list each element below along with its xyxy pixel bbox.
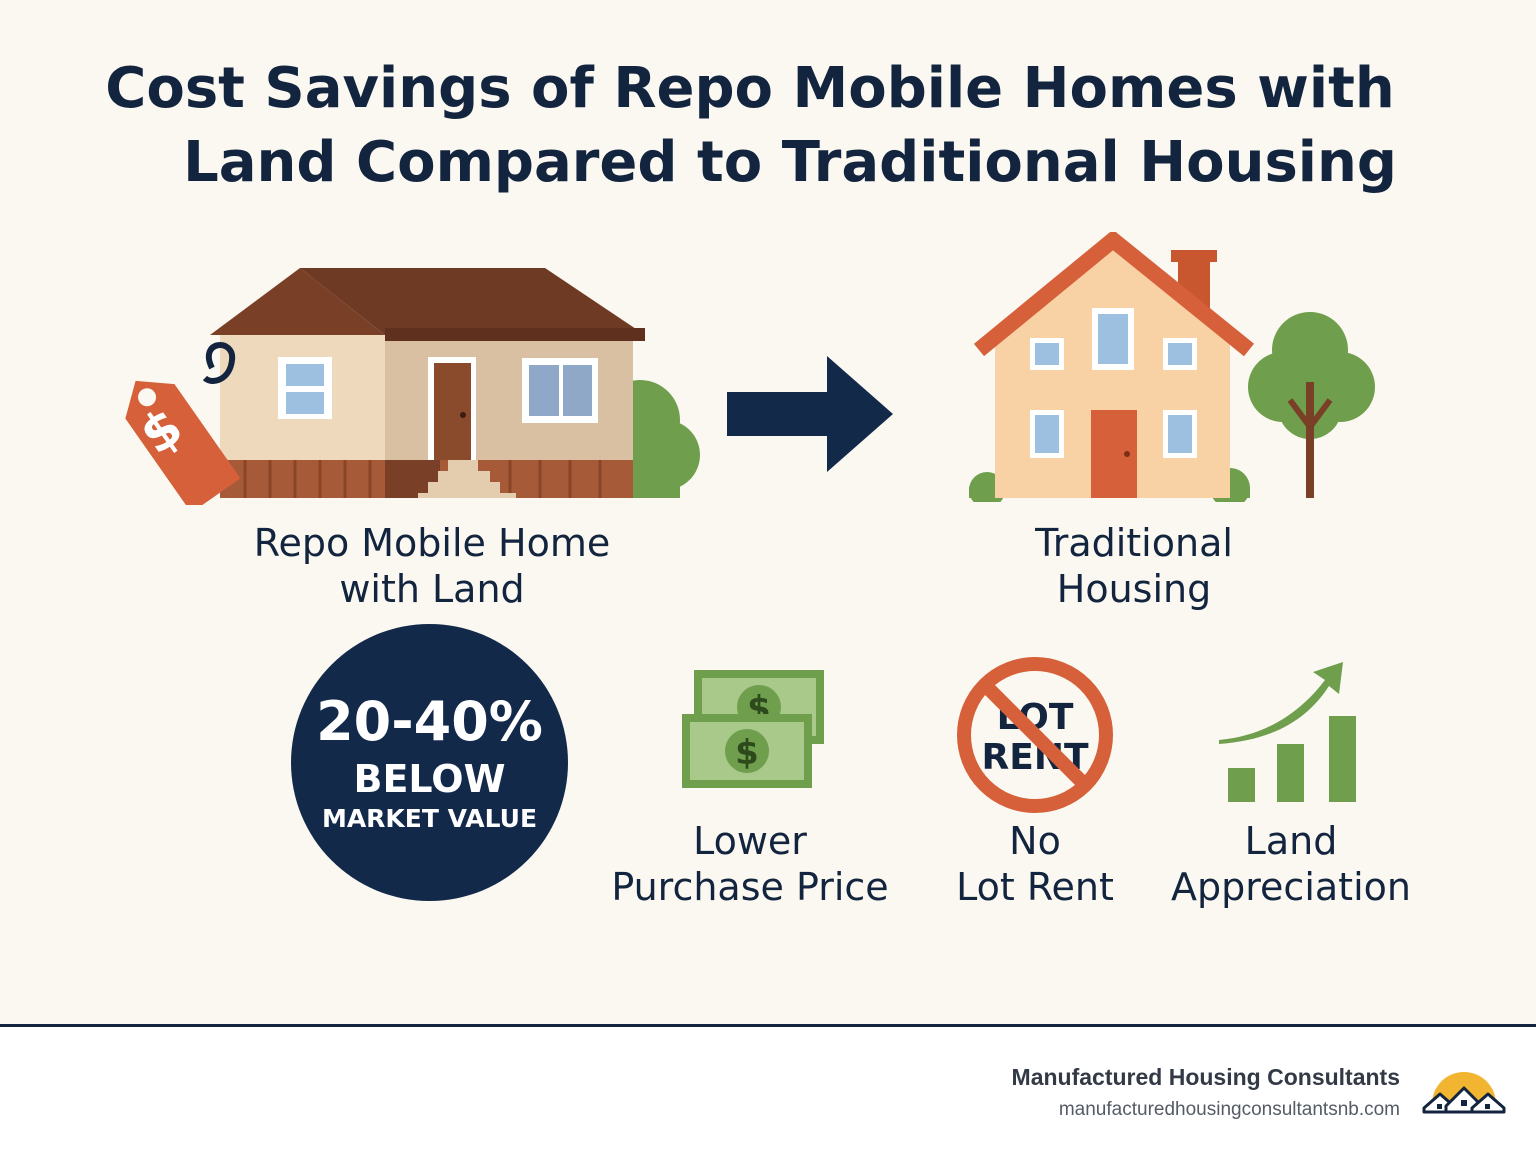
mobile-home-icon: $ (125, 268, 700, 505)
repo-home-label-line-2: with Land (339, 567, 525, 611)
footer (0, 1027, 1536, 1154)
benefit-label-line-1: No (1009, 819, 1061, 863)
traditional-housing-label-line-1: Traditional (1035, 521, 1233, 565)
arrow-right-icon (727, 356, 893, 472)
page-title: Cost Savings of Repo Mobile Homes with L… (0, 52, 1500, 200)
benefit-label-line-2: Purchase Price (611, 865, 889, 909)
savings-below: BELOW (353, 757, 506, 801)
company-name: Manufactured Housing Consultants (1011, 1064, 1400, 1090)
no-lot-rent-icon: LOT RENT (957, 657, 1113, 813)
repo-home-label: Repo Mobile Home with Land (232, 520, 632, 612)
company-website[interactable]: manufacturedhousingconsultantsnb.com (1058, 1099, 1400, 1120)
benefit-lower-purchase-price: Lower Purchase Price (595, 818, 905, 910)
repo-home-label-line-1: Repo Mobile Home (253, 521, 611, 565)
benefit-land-appreciation: Land Appreciation (1150, 818, 1432, 910)
cash-icon: $ $ (682, 670, 824, 788)
savings-badge: 20-40% BELOW MARKET VALUE (291, 624, 568, 901)
footer-divider (0, 1024, 1536, 1027)
traditional-housing-label-line-2: Housing (1056, 567, 1212, 611)
growth-chart-icon (1219, 662, 1356, 802)
benefit-label-line-1: Land (1244, 819, 1338, 863)
company-logo-icon (1422, 1072, 1506, 1114)
traditional-housing-label: Traditional Housing (984, 520, 1284, 612)
title-line-2: Land Compared to Traditional Housing (183, 130, 1397, 195)
title-line-1: Cost Savings of Repo Mobile Homes with (105, 56, 1395, 121)
benefit-no-lot-rent: No Lot Rent (935, 818, 1135, 910)
cash-front-bill-symbol: $ (735, 733, 759, 773)
benefit-label-line-2: Lot Rent (956, 865, 1114, 909)
benefit-label-line-2: Appreciation (1171, 865, 1411, 909)
benefit-label-line-1: Lower (693, 819, 807, 863)
traditional-house-icon (969, 232, 1375, 502)
savings-market-value: MARKET VALUE (321, 804, 538, 833)
savings-percent: 20-40% (316, 690, 543, 753)
